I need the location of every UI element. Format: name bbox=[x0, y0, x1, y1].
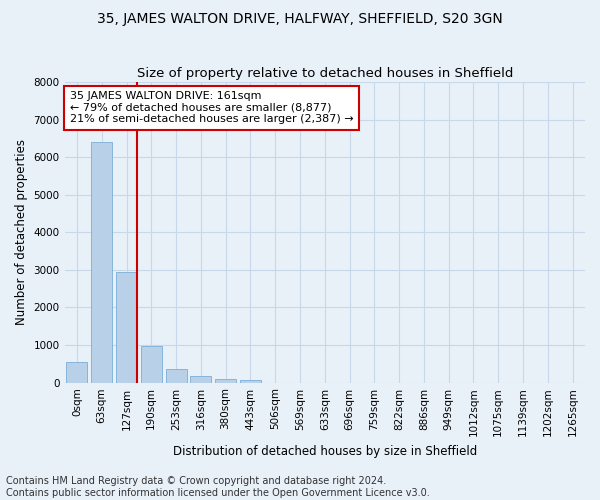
Y-axis label: Number of detached properties: Number of detached properties bbox=[15, 140, 28, 326]
Bar bbox=[67, 362, 88, 382]
Bar bbox=[166, 368, 187, 382]
X-axis label: Distribution of detached houses by size in Sheffield: Distribution of detached houses by size … bbox=[173, 444, 477, 458]
Text: 35 JAMES WALTON DRIVE: 161sqm
← 79% of detached houses are smaller (8,877)
21% o: 35 JAMES WALTON DRIVE: 161sqm ← 79% of d… bbox=[70, 91, 353, 124]
Bar bbox=[215, 378, 236, 382]
Bar bbox=[91, 142, 112, 382]
Text: 35, JAMES WALTON DRIVE, HALFWAY, SHEFFIELD, S20 3GN: 35, JAMES WALTON DRIVE, HALFWAY, SHEFFIE… bbox=[97, 12, 503, 26]
Bar bbox=[240, 380, 261, 382]
Bar bbox=[141, 346, 162, 382]
Title: Size of property relative to detached houses in Sheffield: Size of property relative to detached ho… bbox=[137, 66, 513, 80]
Bar bbox=[190, 376, 211, 382]
Text: Contains HM Land Registry data © Crown copyright and database right 2024.
Contai: Contains HM Land Registry data © Crown c… bbox=[6, 476, 430, 498]
Bar bbox=[116, 272, 137, 382]
